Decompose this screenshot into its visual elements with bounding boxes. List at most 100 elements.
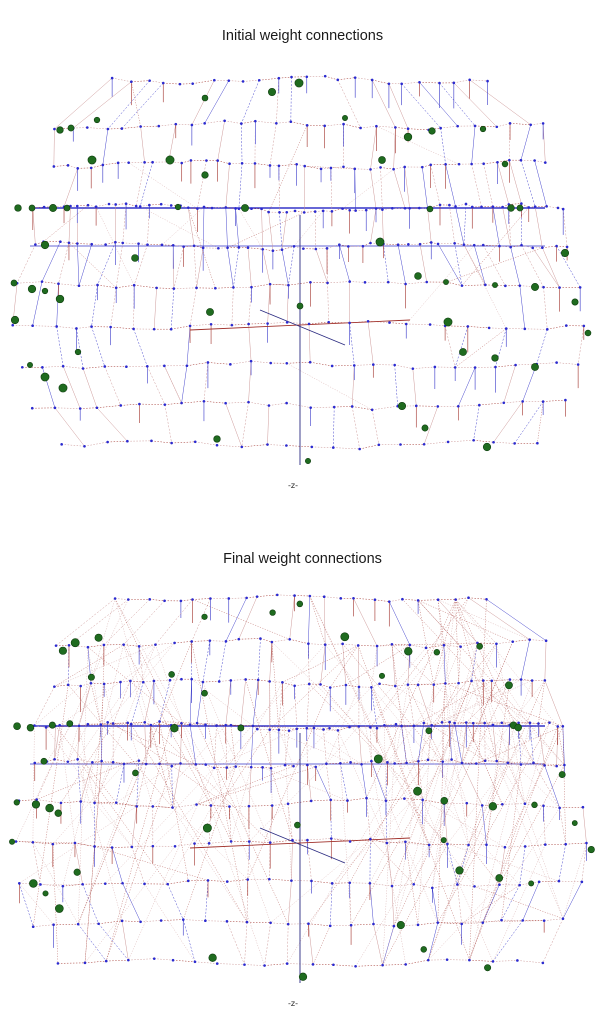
node-small bbox=[243, 963, 246, 966]
node-large bbox=[528, 880, 535, 887]
node-small bbox=[403, 206, 407, 210]
node-small bbox=[309, 280, 312, 284]
node-small bbox=[138, 402, 141, 406]
node-small bbox=[436, 921, 440, 924]
link bbox=[308, 643, 326, 645]
node-small bbox=[270, 640, 274, 644]
link bbox=[547, 325, 567, 330]
node-small bbox=[494, 365, 497, 369]
link bbox=[226, 728, 258, 768]
link bbox=[171, 766, 173, 808]
link bbox=[353, 598, 375, 600]
node-small bbox=[531, 246, 535, 250]
link bbox=[320, 644, 326, 685]
node-large bbox=[404, 647, 413, 656]
link bbox=[525, 844, 546, 847]
link bbox=[543, 287, 548, 330]
node-small bbox=[485, 843, 488, 847]
link bbox=[443, 645, 446, 684]
node-small bbox=[148, 203, 151, 207]
node-small bbox=[141, 680, 145, 684]
link bbox=[189, 724, 196, 765]
node-small bbox=[250, 285, 253, 289]
link bbox=[463, 244, 507, 329]
node-small bbox=[305, 124, 309, 127]
link bbox=[315, 248, 328, 250]
link bbox=[337, 730, 341, 764]
link bbox=[454, 243, 464, 245]
link bbox=[432, 884, 458, 889]
link bbox=[405, 841, 419, 925]
link bbox=[345, 644, 410, 686]
node-small bbox=[132, 283, 136, 287]
link bbox=[67, 165, 78, 169]
link bbox=[333, 964, 356, 967]
link bbox=[138, 646, 144, 683]
node-small bbox=[227, 79, 231, 82]
node-small bbox=[421, 798, 424, 802]
link bbox=[423, 406, 439, 445]
node-large bbox=[484, 964, 492, 972]
link bbox=[33, 924, 54, 927]
link bbox=[211, 323, 232, 326]
link bbox=[82, 368, 98, 408]
node-large bbox=[55, 904, 64, 913]
link bbox=[427, 725, 432, 760]
node-small bbox=[40, 280, 44, 283]
node-small bbox=[412, 724, 416, 728]
link bbox=[562, 726, 566, 845]
node-small bbox=[275, 593, 279, 597]
node-small bbox=[104, 959, 108, 963]
node-small bbox=[210, 206, 214, 210]
node-small bbox=[484, 283, 487, 287]
link bbox=[87, 204, 97, 207]
link bbox=[268, 212, 274, 251]
link bbox=[486, 844, 505, 848]
node-small bbox=[285, 211, 289, 214]
link bbox=[417, 600, 434, 685]
node-small bbox=[556, 206, 560, 210]
node-small bbox=[323, 74, 327, 78]
link bbox=[444, 325, 456, 368]
node-small bbox=[400, 82, 403, 86]
link bbox=[428, 922, 439, 961]
link bbox=[227, 879, 248, 882]
link bbox=[307, 840, 312, 881]
link bbox=[417, 922, 438, 926]
node-small bbox=[120, 919, 124, 923]
link bbox=[227, 247, 234, 288]
link bbox=[159, 680, 171, 722]
link bbox=[544, 680, 564, 727]
link bbox=[289, 595, 295, 640]
node-small bbox=[268, 841, 272, 844]
node-small bbox=[285, 444, 288, 447]
link bbox=[188, 207, 216, 289]
link bbox=[366, 797, 386, 801]
link bbox=[337, 726, 350, 731]
node-small bbox=[59, 240, 62, 244]
node-small bbox=[14, 840, 18, 843]
node-small bbox=[353, 167, 357, 171]
node-small bbox=[379, 166, 382, 169]
link bbox=[371, 687, 378, 729]
node-large bbox=[459, 348, 467, 356]
node-small bbox=[224, 640, 228, 643]
node-small bbox=[138, 205, 142, 208]
link bbox=[136, 763, 147, 807]
link bbox=[562, 842, 587, 919]
node-small bbox=[519, 763, 523, 766]
link bbox=[377, 644, 392, 647]
node-small bbox=[81, 882, 84, 886]
link bbox=[549, 722, 558, 727]
link bbox=[32, 325, 57, 327]
node-small bbox=[386, 280, 390, 284]
link bbox=[412, 366, 435, 369]
node-large bbox=[56, 126, 64, 134]
link bbox=[79, 723, 88, 727]
link bbox=[77, 760, 140, 925]
link bbox=[337, 79, 361, 129]
link bbox=[330, 799, 348, 801]
link bbox=[315, 763, 327, 768]
link bbox=[404, 166, 410, 209]
node-large bbox=[440, 837, 447, 844]
